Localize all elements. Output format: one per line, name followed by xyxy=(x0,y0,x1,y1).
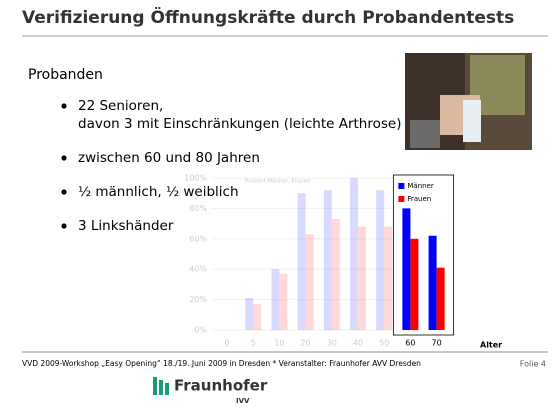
bar xyxy=(376,190,385,330)
bar xyxy=(331,219,340,330)
bullet-dot xyxy=(61,223,67,229)
bar xyxy=(350,178,358,330)
chart-title: Prozent Männer, Frauen xyxy=(245,179,311,185)
x-tick-label: 70 xyxy=(432,339,442,348)
x-tick-label: 60 xyxy=(405,339,415,348)
bar xyxy=(323,190,332,330)
bar xyxy=(245,298,254,330)
bar xyxy=(279,273,288,330)
x-axis-label: Alter xyxy=(480,341,502,350)
bar xyxy=(384,226,393,330)
section-heading: Probanden xyxy=(28,67,103,83)
bullet-dot xyxy=(61,103,67,109)
y-tick-label: 100% xyxy=(184,174,207,183)
x-tick-label: 50 xyxy=(379,339,389,348)
x-tick-label: 40 xyxy=(353,339,363,348)
photo xyxy=(405,53,532,150)
logo-unit: IVV xyxy=(236,397,250,405)
bar xyxy=(305,234,314,330)
bullet-dot xyxy=(61,155,67,161)
y-tick-label: 0% xyxy=(194,326,207,335)
legend-label: Frauen xyxy=(407,195,431,203)
logo-name: Fraunhofer xyxy=(174,377,268,395)
legend-swatch xyxy=(398,196,405,202)
footer-text: VVD 2009-Workshop „Easy Opening“ 18./19.… xyxy=(22,359,421,368)
bullet-text: zwischen 60 und 80 Jahren xyxy=(78,150,260,166)
bullet-text: 22 Senioren, xyxy=(78,98,163,114)
bar xyxy=(271,269,280,330)
bullet-dot xyxy=(61,189,67,195)
bar xyxy=(410,238,419,330)
y-tick-label: 60% xyxy=(189,234,207,243)
x-tick-label: 10 xyxy=(274,339,284,348)
bullet-text: 3 Linkshänder xyxy=(78,218,174,234)
logo: Fraunhofer IVV xyxy=(153,377,268,405)
y-tick-label: 80% xyxy=(189,204,207,213)
x-tick-label: 0 xyxy=(224,339,229,348)
bar xyxy=(436,267,445,330)
bar xyxy=(358,226,366,330)
slide-number: Folie 4 xyxy=(520,360,546,369)
legend-swatch xyxy=(398,183,405,189)
x-tick-label: 20 xyxy=(301,339,311,348)
slide-title: Verifizierung Öffnungskräfte durch Proba… xyxy=(22,6,514,28)
x-tick-label: 30 xyxy=(327,339,337,348)
bullet-text: ½ männlich, ½ weiblich xyxy=(78,184,239,200)
y-tick-label: 20% xyxy=(189,295,207,304)
bar xyxy=(428,235,437,330)
x-tick-label: 5 xyxy=(251,339,256,348)
y-tick-label: 40% xyxy=(189,265,207,274)
bar xyxy=(297,193,306,330)
bullet-text: davon 3 mit Einschränkungen (leichte Art… xyxy=(78,116,401,132)
legend-label: Männer xyxy=(407,182,434,190)
bar xyxy=(253,304,262,330)
bar xyxy=(402,208,411,330)
